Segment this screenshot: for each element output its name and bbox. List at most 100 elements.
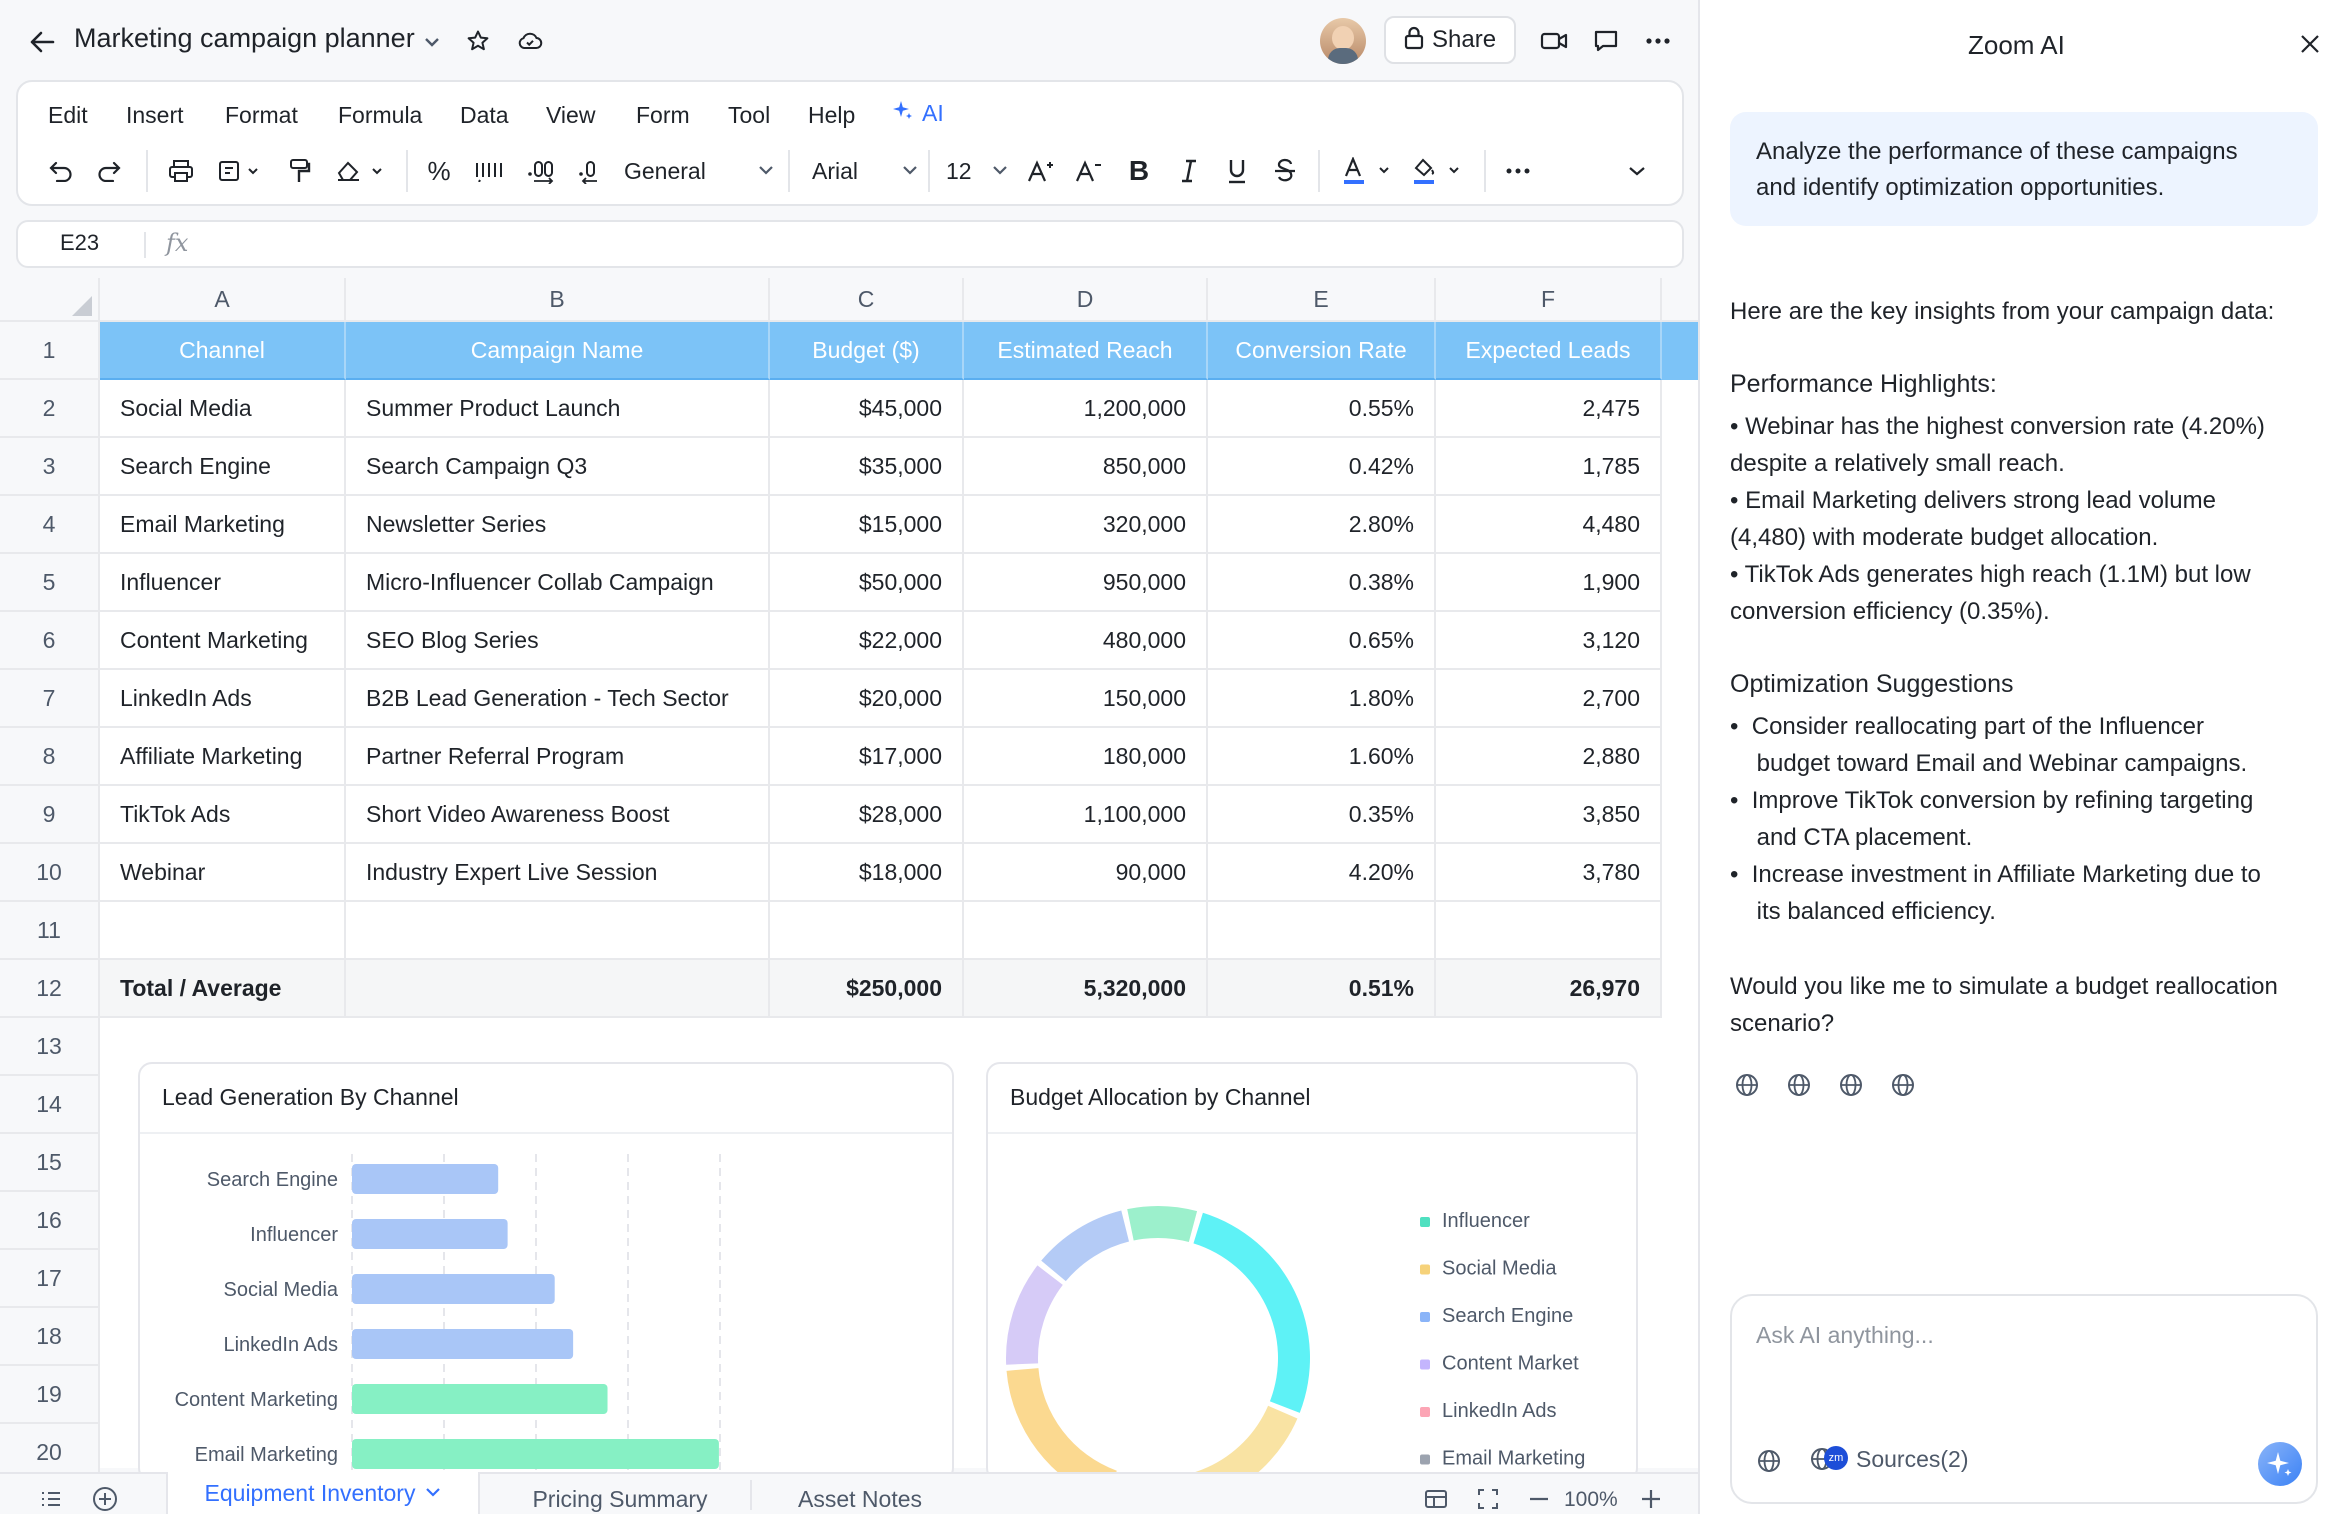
- tab-asset-notes[interactable]: Asset Notes: [798, 1486, 922, 1512]
- menu-ai[interactable]: AI: [892, 100, 944, 127]
- table-cell[interactable]: 1,200,000: [964, 380, 1208, 438]
- select-all-corner[interactable]: [0, 278, 100, 322]
- layout-icon[interactable]: [1418, 1484, 1454, 1514]
- zoom-level[interactable]: 100%: [1564, 1488, 1618, 1511]
- clear-format-icon[interactable]: [332, 152, 390, 190]
- donut-slice[interactable]: [1041, 1210, 1130, 1282]
- total-cell[interactable]: 5,320,000: [964, 960, 1208, 1018]
- tab-pricing-summary[interactable]: Pricing Summary: [532, 1486, 708, 1512]
- donut-slice[interactable]: [1193, 1212, 1310, 1413]
- zoom-out-icon[interactable]: [1522, 1484, 1556, 1514]
- table-cell[interactable]: 2.80%: [1208, 496, 1436, 554]
- table-cell[interactable]: $20,000: [770, 670, 964, 728]
- increase-decimal-icon[interactable]: [522, 152, 560, 190]
- table-header-cell[interactable]: Channel: [100, 322, 346, 380]
- bar[interactable]: [352, 1219, 508, 1249]
- font-size-select[interactable]: 12: [946, 152, 1008, 190]
- like-icon[interactable]: [1784, 1070, 1814, 1100]
- text-color-icon[interactable]: [1340, 152, 1400, 190]
- table-cell[interactable]: Partner Referral Program: [346, 728, 770, 786]
- dislike-icon[interactable]: [1836, 1070, 1866, 1100]
- table-cell[interactable]: 1,100,000: [964, 786, 1208, 844]
- table-cell[interactable]: 180,000: [964, 728, 1208, 786]
- table-cell[interactable]: [1208, 902, 1436, 960]
- table-cell[interactable]: 2,880: [1436, 728, 1662, 786]
- menu-data[interactable]: Data: [460, 102, 509, 128]
- ai-input-placeholder[interactable]: Ask AI anything...: [1756, 1322, 1934, 1348]
- table-cell[interactable]: Newsletter Series: [346, 496, 770, 554]
- refresh-icon[interactable]: [1888, 1070, 1918, 1100]
- table-cell[interactable]: 2,700: [1436, 670, 1662, 728]
- table-cell[interactable]: 2,475: [1436, 380, 1662, 438]
- strikethrough-icon[interactable]: [1268, 152, 1302, 190]
- bar[interactable]: [352, 1274, 555, 1304]
- menu-format[interactable]: Format: [225, 102, 298, 128]
- copy-icon[interactable]: [1732, 1070, 1762, 1100]
- row-header[interactable]: 6: [0, 612, 100, 670]
- table-cell[interactable]: Webinar: [100, 844, 346, 902]
- table-cell[interactable]: 320,000: [964, 496, 1208, 554]
- bold-icon[interactable]: B: [1128, 155, 1150, 186]
- total-cell[interactable]: 26,970: [1436, 960, 1662, 1018]
- number-format-select[interactable]: General: [624, 152, 774, 190]
- row-header[interactable]: 9: [0, 786, 100, 844]
- bar[interactable]: [352, 1329, 574, 1359]
- table-cell[interactable]: 150,000: [964, 670, 1208, 728]
- menu-edit[interactable]: Edit: [48, 102, 88, 128]
- table-header-cell[interactable]: Expected Leads: [1436, 322, 1662, 380]
- table-cell[interactable]: Social Media: [100, 380, 346, 438]
- table-cell[interactable]: 3,850: [1436, 786, 1662, 844]
- table-header-cell[interactable]: Budget ($): [770, 322, 964, 380]
- table-cell[interactable]: Short Video Awareness Boost: [346, 786, 770, 844]
- table-cell[interactable]: B2B Lead Generation - Tech Sector: [346, 670, 770, 728]
- table-cell[interactable]: 1.80%: [1208, 670, 1436, 728]
- column-header[interactable]: D: [964, 278, 1208, 322]
- column-header[interactable]: E: [1208, 278, 1436, 322]
- table-cell[interactable]: 480,000: [964, 612, 1208, 670]
- table-header-cell[interactable]: Campaign Name: [346, 322, 770, 380]
- table-cell[interactable]: 4.20%: [1208, 844, 1436, 902]
- table-cell[interactable]: SEO Blog Series: [346, 612, 770, 670]
- column-header[interactable]: F: [1436, 278, 1662, 322]
- bar[interactable]: [352, 1384, 608, 1414]
- table-cell[interactable]: $22,000: [770, 612, 964, 670]
- table-cell[interactable]: Content Marketing: [100, 612, 346, 670]
- budget-allocation-chart[interactable]: Budget Allocation by Channel Influencer S…: [986, 1062, 1638, 1482]
- collapse-toolbar-icon[interactable]: [1620, 152, 1654, 190]
- globe-icon[interactable]: [1754, 1446, 1784, 1476]
- row-header[interactable]: 7: [0, 670, 100, 728]
- table-cell[interactable]: LinkedIn Ads: [100, 670, 346, 728]
- menu-form[interactable]: Form: [636, 102, 690, 128]
- italic-icon[interactable]: [1172, 152, 1206, 190]
- table-cell[interactable]: 1,785: [1436, 438, 1662, 496]
- table-cell[interactable]: [346, 902, 770, 960]
- table-cell[interactable]: 3,780: [1436, 844, 1662, 902]
- donut-slice[interactable]: [1006, 1368, 1117, 1482]
- table-cell[interactable]: 3,120: [1436, 612, 1662, 670]
- menu-view[interactable]: View: [546, 102, 596, 128]
- table-cell[interactable]: 0.65%: [1208, 612, 1436, 670]
- menu-tool[interactable]: Tool: [728, 102, 771, 128]
- underline-icon[interactable]: [1220, 152, 1254, 190]
- menu-formula[interactable]: Formula: [338, 102, 423, 128]
- column-header[interactable]: A: [100, 278, 346, 322]
- video-camera-icon[interactable]: [1536, 26, 1572, 56]
- table-cell[interactable]: 850,000: [964, 438, 1208, 496]
- increase-font-size-icon[interactable]: [1024, 152, 1058, 190]
- table-cell[interactable]: 0.38%: [1208, 554, 1436, 612]
- table-cell[interactable]: Email Marketing: [100, 496, 346, 554]
- more-options-icon[interactable]: [1640, 26, 1676, 56]
- sources-button[interactable]: zm Sources(2): [1810, 1444, 1968, 1474]
- table-cell[interactable]: $17,000: [770, 728, 964, 786]
- format-painter-icon[interactable]: [282, 152, 316, 190]
- table-header-cell[interactable]: Estimated Reach: [964, 322, 1208, 380]
- total-cell[interactable]: $250,000: [770, 960, 964, 1018]
- menu-insert[interactable]: Insert: [126, 102, 184, 128]
- row-header[interactable]: 10: [0, 844, 100, 902]
- table-cell[interactable]: 0.55%: [1208, 380, 1436, 438]
- table-cell[interactable]: TikTok Ads: [100, 786, 346, 844]
- row-header[interactable]: 1: [0, 322, 100, 380]
- row-header[interactable]: 4: [0, 496, 100, 554]
- total-cell[interactable]: [346, 960, 770, 1018]
- table-cell[interactable]: $18,000: [770, 844, 964, 902]
